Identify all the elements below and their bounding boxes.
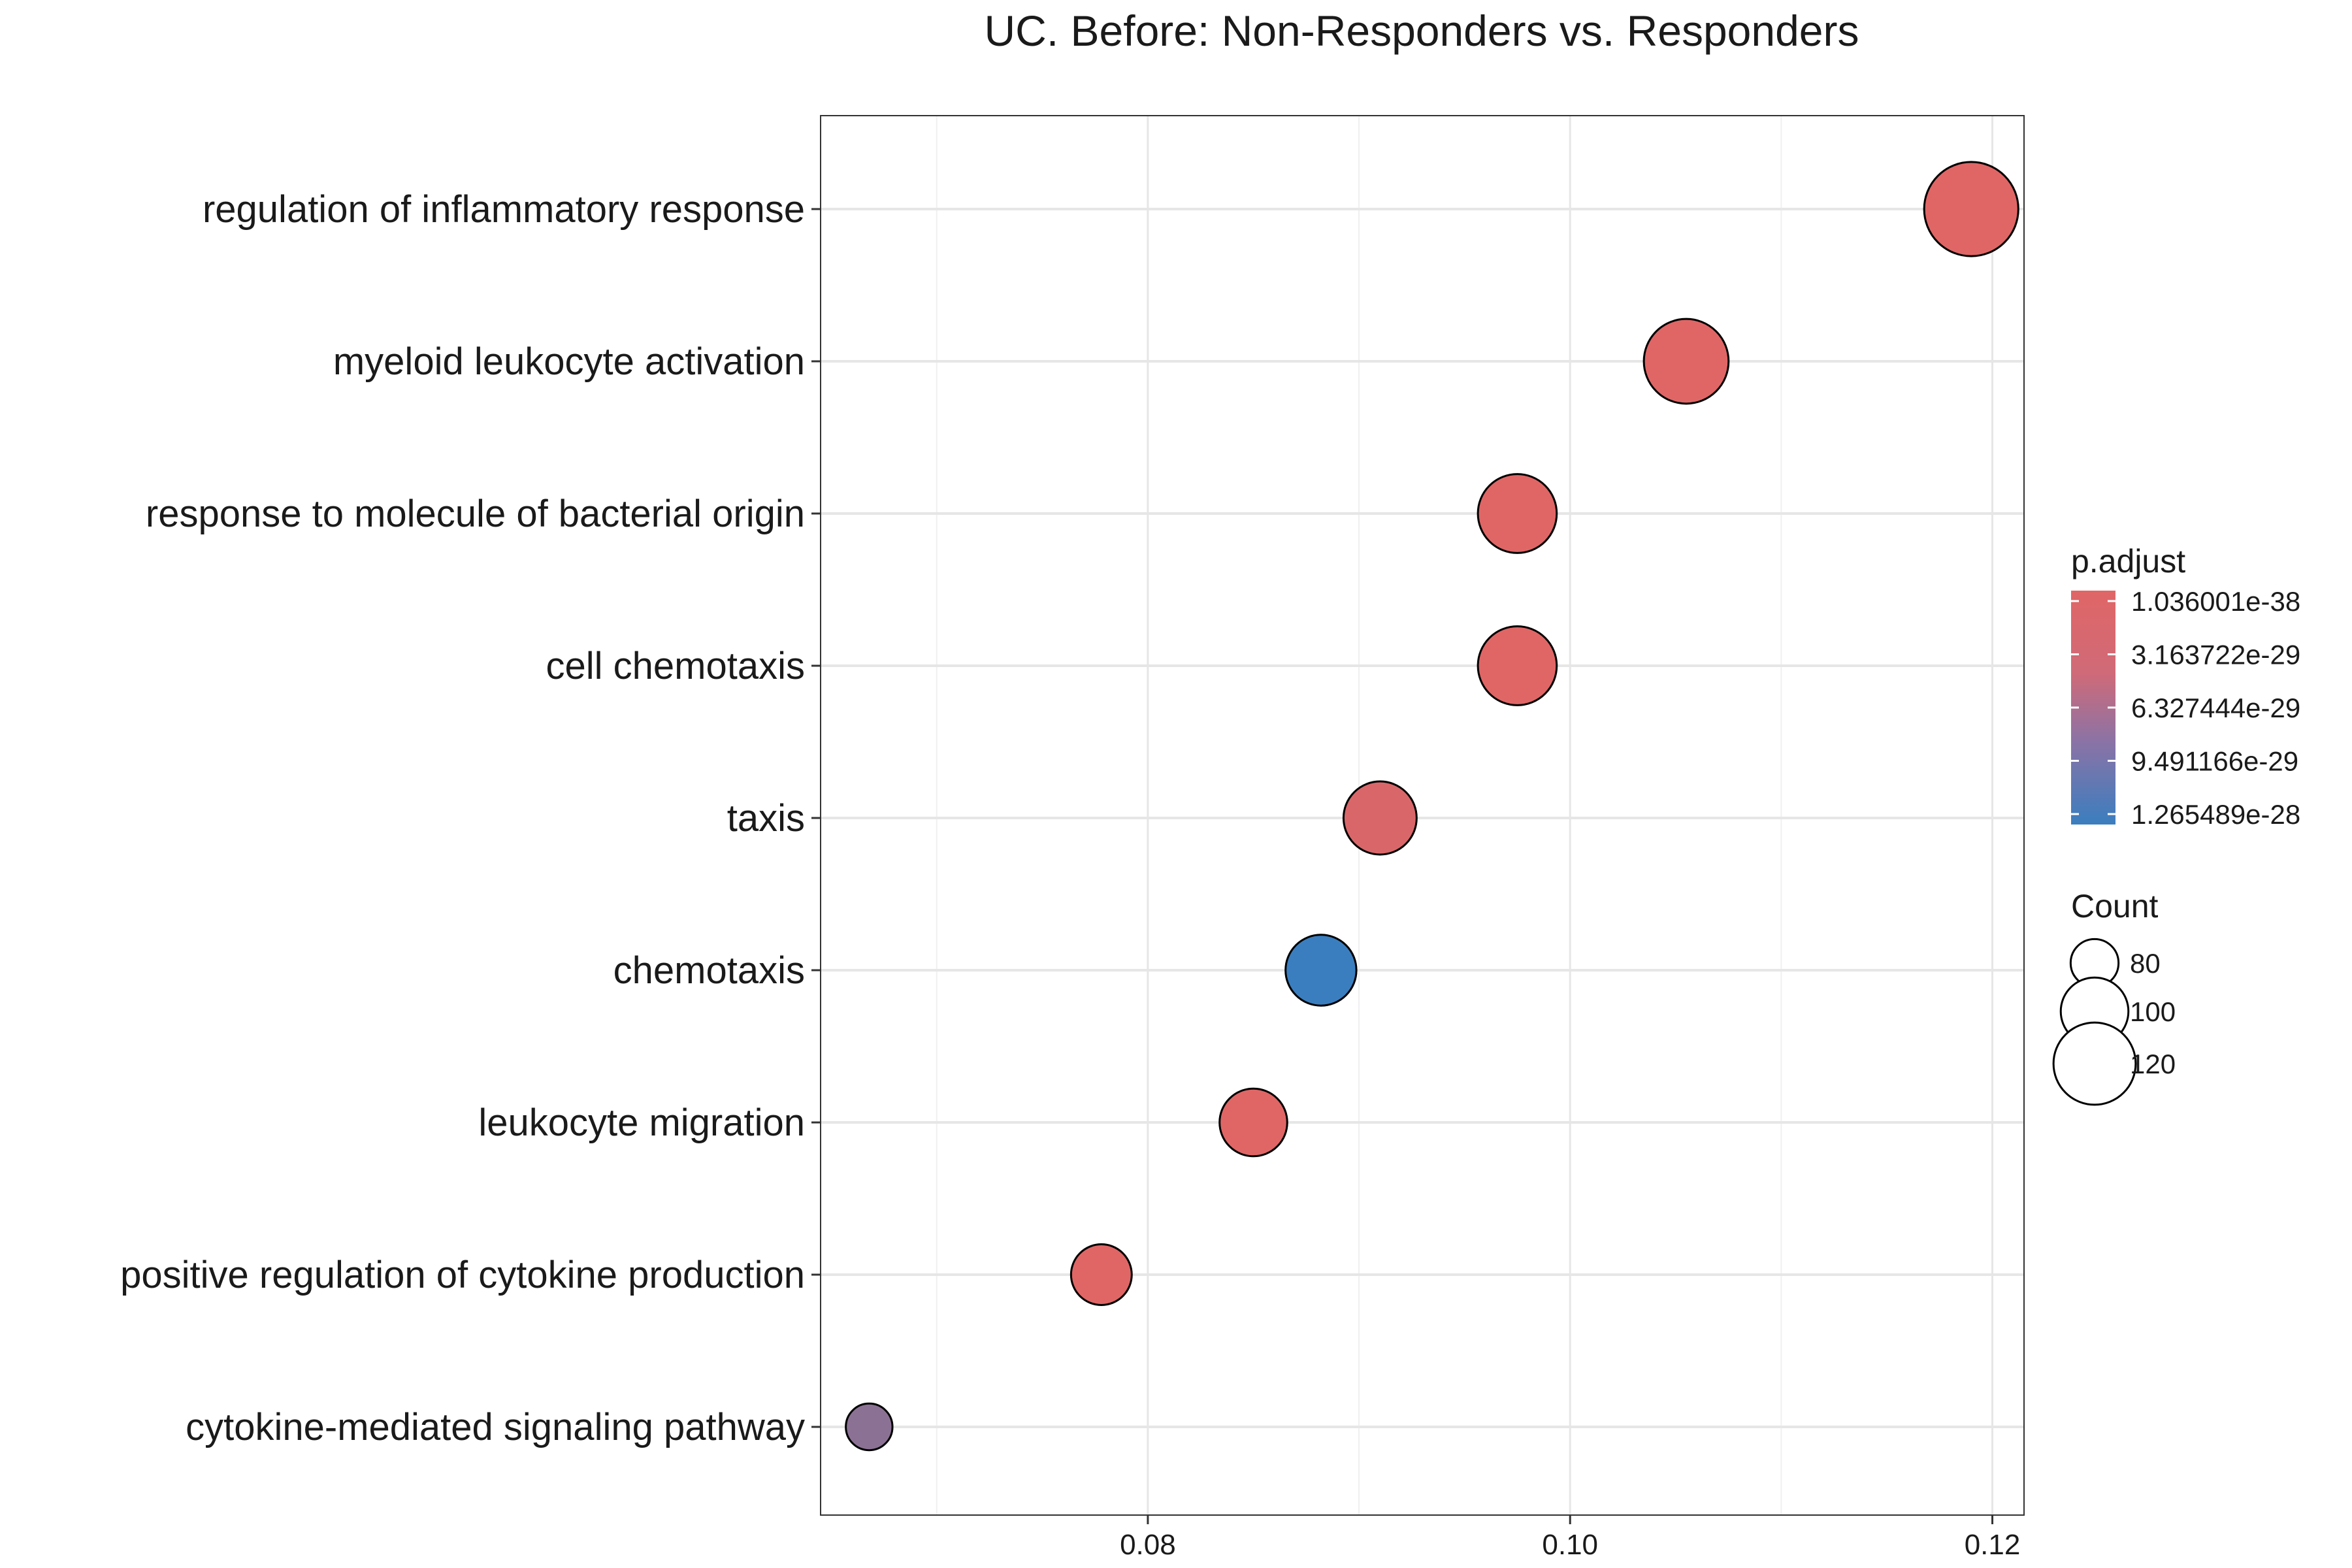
y-tick-label: cytokine-mediated signaling pathway [186, 1406, 805, 1448]
data-point [1218, 1087, 1288, 1158]
color-legend-label: 1.265489e-28 [2131, 799, 2300, 830]
data-point [1923, 161, 2019, 257]
size-legend-label: 100 [2130, 996, 2176, 1027]
size-legend-title: Count [2071, 888, 2159, 924]
color-legend-label: 9.491166e-29 [2131, 746, 2298, 777]
plot-border [820, 115, 2025, 1516]
y-tick-label: leukocyte migration [478, 1102, 805, 1144]
x-tick-label: 0.10 [1542, 1529, 1598, 1561]
x-tick-label: 0.12 [1965, 1529, 2021, 1561]
chart-title: UC. Before: Non-Responders vs. Responder… [985, 7, 1859, 55]
data-point [845, 1402, 894, 1452]
color-legend-label: 1.036001e-38 [2131, 586, 2300, 617]
data-point [1642, 318, 1730, 405]
color-legend-label: 6.327444e-29 [2131, 693, 2300, 723]
color-legend-label: 3.163722e-29 [2131, 640, 2300, 670]
data-point [1284, 934, 1358, 1007]
y-tick-label: cell chemotaxis [546, 645, 805, 687]
size-legend-label: 80 [2130, 948, 2161, 979]
plot-panel [821, 116, 2024, 1515]
x-axis: 0.08 0.10 0.12 [1120, 1515, 2020, 1561]
color-legend-title: p.adjust [2071, 543, 2185, 580]
data-point [1477, 473, 1558, 554]
data-point [1342, 780, 1418, 856]
size-legend-label: 120 [2130, 1049, 2176, 1079]
data-point [1070, 1243, 1133, 1306]
data-points [845, 161, 2019, 1452]
y-tick-label: regulation of inflammatory response [203, 188, 805, 231]
y-tick-label: response to molecule of bacterial origin [146, 493, 805, 535]
size-legend: Count 80 100 120 [2052, 888, 2176, 1106]
size-legend-circle [2052, 1021, 2137, 1106]
data-point [1477, 625, 1558, 706]
y-tick-label: myeloid leukocyte activation [333, 340, 805, 383]
grid-layer [821, 116, 2024, 1515]
y-tick-label: positive regulation of cytokine producti… [120, 1254, 805, 1296]
y-tick-label: chemotaxis [613, 949, 805, 992]
x-tick-label: 0.08 [1120, 1529, 1176, 1561]
y-axis-labels: regulation of inflammatory response myelo… [120, 188, 821, 1448]
color-legend: p.adjust 1.036001e-38 3.163722e-29 6.32744… [2071, 543, 2300, 830]
y-tick-label: taxis [727, 797, 805, 840]
